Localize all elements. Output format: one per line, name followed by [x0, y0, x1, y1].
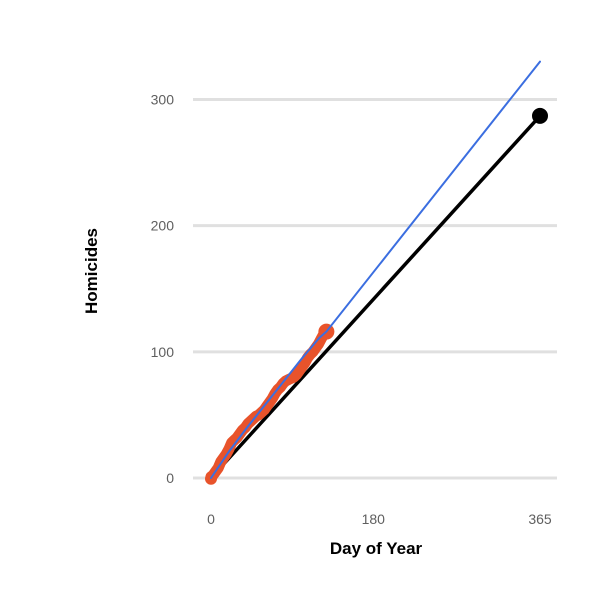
series-layer: [205, 60, 548, 485]
x-tick-label-0: 0: [207, 511, 215, 527]
y-tick-label-0: 0: [166, 470, 174, 486]
y-tick-label-300: 300: [151, 92, 175, 108]
x-axis-title: Day of Year: [330, 539, 423, 558]
y-tick-label-100: 100: [151, 344, 175, 360]
actual-homicides-line: [205, 326, 332, 483]
grid-lines: [193, 98, 557, 480]
y-axis-title: Homicides: [82, 228, 101, 314]
pace-end-marker: [532, 107, 548, 124]
pace-line: [209, 114, 542, 480]
tick-labels: 0 100 200 300 0 180 365: [151, 92, 552, 528]
projection-line: [210, 60, 541, 479]
x-tick-label-365: 365: [528, 511, 552, 527]
x-tick-label-180: 180: [362, 511, 386, 527]
y-tick-label-200: 200: [151, 218, 175, 234]
